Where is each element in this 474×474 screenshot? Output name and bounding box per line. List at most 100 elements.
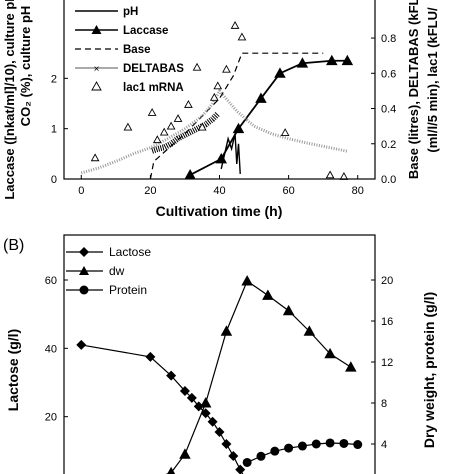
- laccase-point: [274, 67, 286, 78]
- protein-point: [339, 438, 349, 448]
- lac1-point: [173, 114, 183, 122]
- lac1-point: [192, 62, 202, 71]
- legend-laccase-label: Laccase: [123, 25, 168, 37]
- panel-a: 0 20 40 60 80 0 1 2 0.0 0.2 0.4 0.6 0.8 Laccase ([nk…: [2, 0, 440, 219]
- lactose-point: [214, 427, 225, 438]
- y-right-tick-label: 0.2: [381, 139, 396, 151]
- laccase-point: [341, 54, 354, 66]
- lactose-point: [221, 439, 232, 449]
- lac1-point: [237, 32, 247, 41]
- legend-lactose-label: Lactose: [109, 245, 151, 259]
- legend-protein-marker: [79, 285, 89, 295]
- dw-point: [262, 289, 274, 300]
- protein-point: [353, 440, 363, 450]
- protein-point: [270, 446, 280, 456]
- lactose-point: [166, 370, 177, 381]
- panel-a-ylabel-right: Base (litres), DELTABAS (kFLU/l: [406, 0, 421, 179]
- dw-point: [324, 347, 336, 359]
- lac1-point: [325, 170, 335, 179]
- lac1-point: [197, 122, 207, 131]
- lactose-point: [145, 351, 156, 362]
- protein-point: [297, 441, 307, 451]
- panel-b: (B) 20 40 60 4 8 12 16 20 Lactose (g/l) Dry wei…: [3, 234, 437, 474]
- co2-line: [80, 88, 348, 175]
- lac1-point: [184, 99, 193, 108]
- y-right-tick-label: 16: [381, 316, 393, 328]
- y-right-tick-label: 8: [381, 398, 387, 410]
- legend-lac1-label: lac1 mRNA: [123, 82, 184, 94]
- y-left-tick-label: 2: [51, 73, 57, 85]
- panel-a-ylabel-left: Laccase ([nkat/ml]/10), culture pH: [2, 0, 17, 200]
- dw-point: [282, 304, 295, 316]
- lac1-point: [147, 108, 157, 116]
- dw-point: [179, 448, 191, 459]
- lac1-point: [280, 128, 290, 137]
- laccase-point: [296, 57, 309, 68]
- dw-point: [241, 275, 253, 286]
- x-tick-label: 60: [282, 185, 294, 197]
- lac1-point: [339, 171, 349, 180]
- legend-dw-marker: [79, 266, 89, 275]
- panel-b-legend: Lactose dw Protein: [66, 245, 151, 297]
- panel-b-label: (B): [3, 237, 24, 254]
- lactose-point: [193, 401, 204, 412]
- protein-point: [311, 439, 321, 449]
- y-right-tick-label: 0.4: [381, 104, 396, 116]
- y-right-tick-label: 20: [381, 275, 393, 287]
- panel-b-ticks: 20 40 60 4 8 12 16 20: [45, 275, 394, 451]
- y-right-tick-label: 0.6: [381, 68, 396, 80]
- lac1-point: [123, 122, 133, 131]
- panel-b-ylabel-right: Dry weight, protein (g/l): [421, 292, 437, 448]
- lactose-point: [76, 339, 87, 350]
- base-line: [149, 52, 324, 180]
- panel-a-legend: pH Laccase Base × DELTABAS lac1 mRNA: [75, 6, 184, 94]
- x-tick-label: 0: [78, 185, 84, 197]
- lactose-point: [228, 450, 239, 461]
- panel-a-xlabel: Cultivation time (h): [156, 203, 283, 219]
- legend-protein-label: Protein: [109, 283, 147, 297]
- ph-line: [220, 133, 241, 175]
- y-left-tick-label: 20: [45, 412, 57, 424]
- lac1-point: [230, 20, 240, 29]
- dw-point: [345, 361, 357, 372]
- protein-point: [325, 438, 335, 448]
- panel-b-frame: [63, 234, 376, 474]
- lac1-point: [159, 127, 169, 136]
- lac1-point: [166, 121, 176, 130]
- dw-point: [220, 325, 233, 336]
- laccase-point: [255, 92, 267, 103]
- y-left-tick-label: 1: [51, 124, 57, 136]
- laccase-point: [326, 54, 338, 66]
- legend-dw-label: dw: [109, 264, 125, 278]
- lac1-point: [90, 153, 100, 162]
- legend-ph-label: pH: [123, 6, 138, 18]
- legend-base-label: Base: [123, 44, 151, 56]
- lac1-point: [152, 135, 162, 144]
- y-left-tick-label: 60: [45, 275, 57, 287]
- dw-point: [167, 466, 176, 474]
- panel-a-data: [80, 20, 354, 180]
- x-tick-label: 80: [352, 185, 364, 197]
- legend-deltabas-label: DELTABAS: [123, 63, 184, 75]
- legend-laccase-marker: [91, 25, 102, 34]
- y-right-tick-label: 12: [381, 357, 393, 369]
- y-right-tick-label: 4: [381, 439, 387, 451]
- panel-b-data: [76, 275, 363, 474]
- panel-a-ticks: 0 20 40 60 80 0 1 2 0.0 0.2 0.4 0.6 0.8: [51, 33, 396, 197]
- y-right-tick-label: 0.8: [381, 33, 396, 45]
- laccase-point: [232, 122, 245, 134]
- lactose-point: [235, 464, 246, 474]
- protein-point: [242, 457, 252, 467]
- lactose-line: [81, 344, 244, 474]
- protein-point: [284, 443, 294, 453]
- dw-point: [199, 397, 212, 408]
- lac1-point: [209, 92, 219, 101]
- lac1-point: [222, 64, 231, 73]
- lac1-point: [213, 81, 223, 90]
- panel-a-ylabel-right-line2: (ml/l/5 min), lac1 (kFLU/: [425, 7, 440, 153]
- legend-lactose-marker: [79, 247, 89, 257]
- panel-b-ylabel-left: Lactose (g/l): [5, 329, 21, 411]
- x-tick-label: 20: [144, 185, 156, 197]
- lactose-point: [186, 392, 197, 403]
